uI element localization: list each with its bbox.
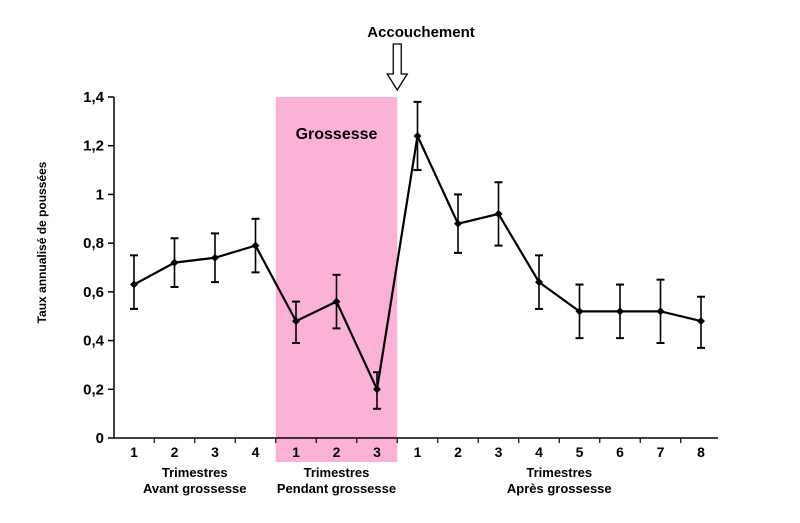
data-point <box>292 317 300 326</box>
group-label-line1: Trimestres <box>304 465 370 480</box>
x-tick-label: 1 <box>130 444 138 460</box>
x-tick-label: 2 <box>454 444 462 460</box>
x-tick-label: 3 <box>373 444 381 460</box>
accouchement-label: Accouchement <box>367 24 475 41</box>
y-tick-label: 0,6 <box>83 284 104 301</box>
data-point <box>211 253 219 262</box>
group-label-line2: Avant grossesse <box>143 481 247 496</box>
y-tick-label: 1,2 <box>83 138 104 155</box>
data-point <box>575 307 584 316</box>
y-tick-label: 0,4 <box>83 333 105 350</box>
y-tick-label: 0,8 <box>83 235 104 252</box>
x-tick-label: 2 <box>333 444 341 460</box>
data-point <box>373 385 381 394</box>
data-point <box>413 131 422 140</box>
x-tick-label: 5 <box>576 444 584 460</box>
group-label-line2: Pendant grossesse <box>277 481 396 496</box>
pregnancy-band-label: Grossesse <box>296 126 378 143</box>
x-tick-label: 3 <box>211 444 219 460</box>
x-tick-label: 1 <box>292 444 300 460</box>
down-arrow-icon <box>386 43 409 92</box>
data-point <box>332 297 341 306</box>
y-tick-label: 0 <box>96 430 104 447</box>
series-line <box>133 132 702 394</box>
axes-layer <box>108 96 718 443</box>
data-point <box>170 258 179 267</box>
data-point <box>130 280 138 289</box>
data-point <box>454 219 462 228</box>
data-point <box>616 307 624 316</box>
x-tick-label: 2 <box>171 444 179 460</box>
group-label-line1: Trimestres <box>162 465 228 480</box>
x-tick-label: 8 <box>697 444 705 460</box>
y-tick-label: 1 <box>96 186 104 203</box>
data-point <box>656 307 665 316</box>
data-point <box>251 241 260 250</box>
data-point <box>494 209 503 218</box>
x-tick-label: 1 <box>414 444 422 460</box>
x-tick-label: 3 <box>495 444 503 460</box>
y-axis-label: Taux annualisé de poussées <box>35 161 49 323</box>
group-label-line1: Trimestres <box>526 465 592 480</box>
x-tick-label: 4 <box>535 444 543 460</box>
group-label-line2: Après grossesse <box>507 481 612 496</box>
x-tick-label: 4 <box>252 444 260 460</box>
x-tick-label: 7 <box>657 444 665 460</box>
y-tick-label: 0,2 <box>83 381 104 398</box>
data-point <box>697 317 705 326</box>
text-layer: Grossesse 0 0,2 0,4 0,6 0,8 1 1,2 1,4 Taux annual… <box>35 24 705 496</box>
series-layer <box>130 43 705 410</box>
data-point <box>535 278 543 287</box>
y-tick-label: 1,4 <box>83 89 105 106</box>
x-tick-label: 6 <box>616 444 624 460</box>
